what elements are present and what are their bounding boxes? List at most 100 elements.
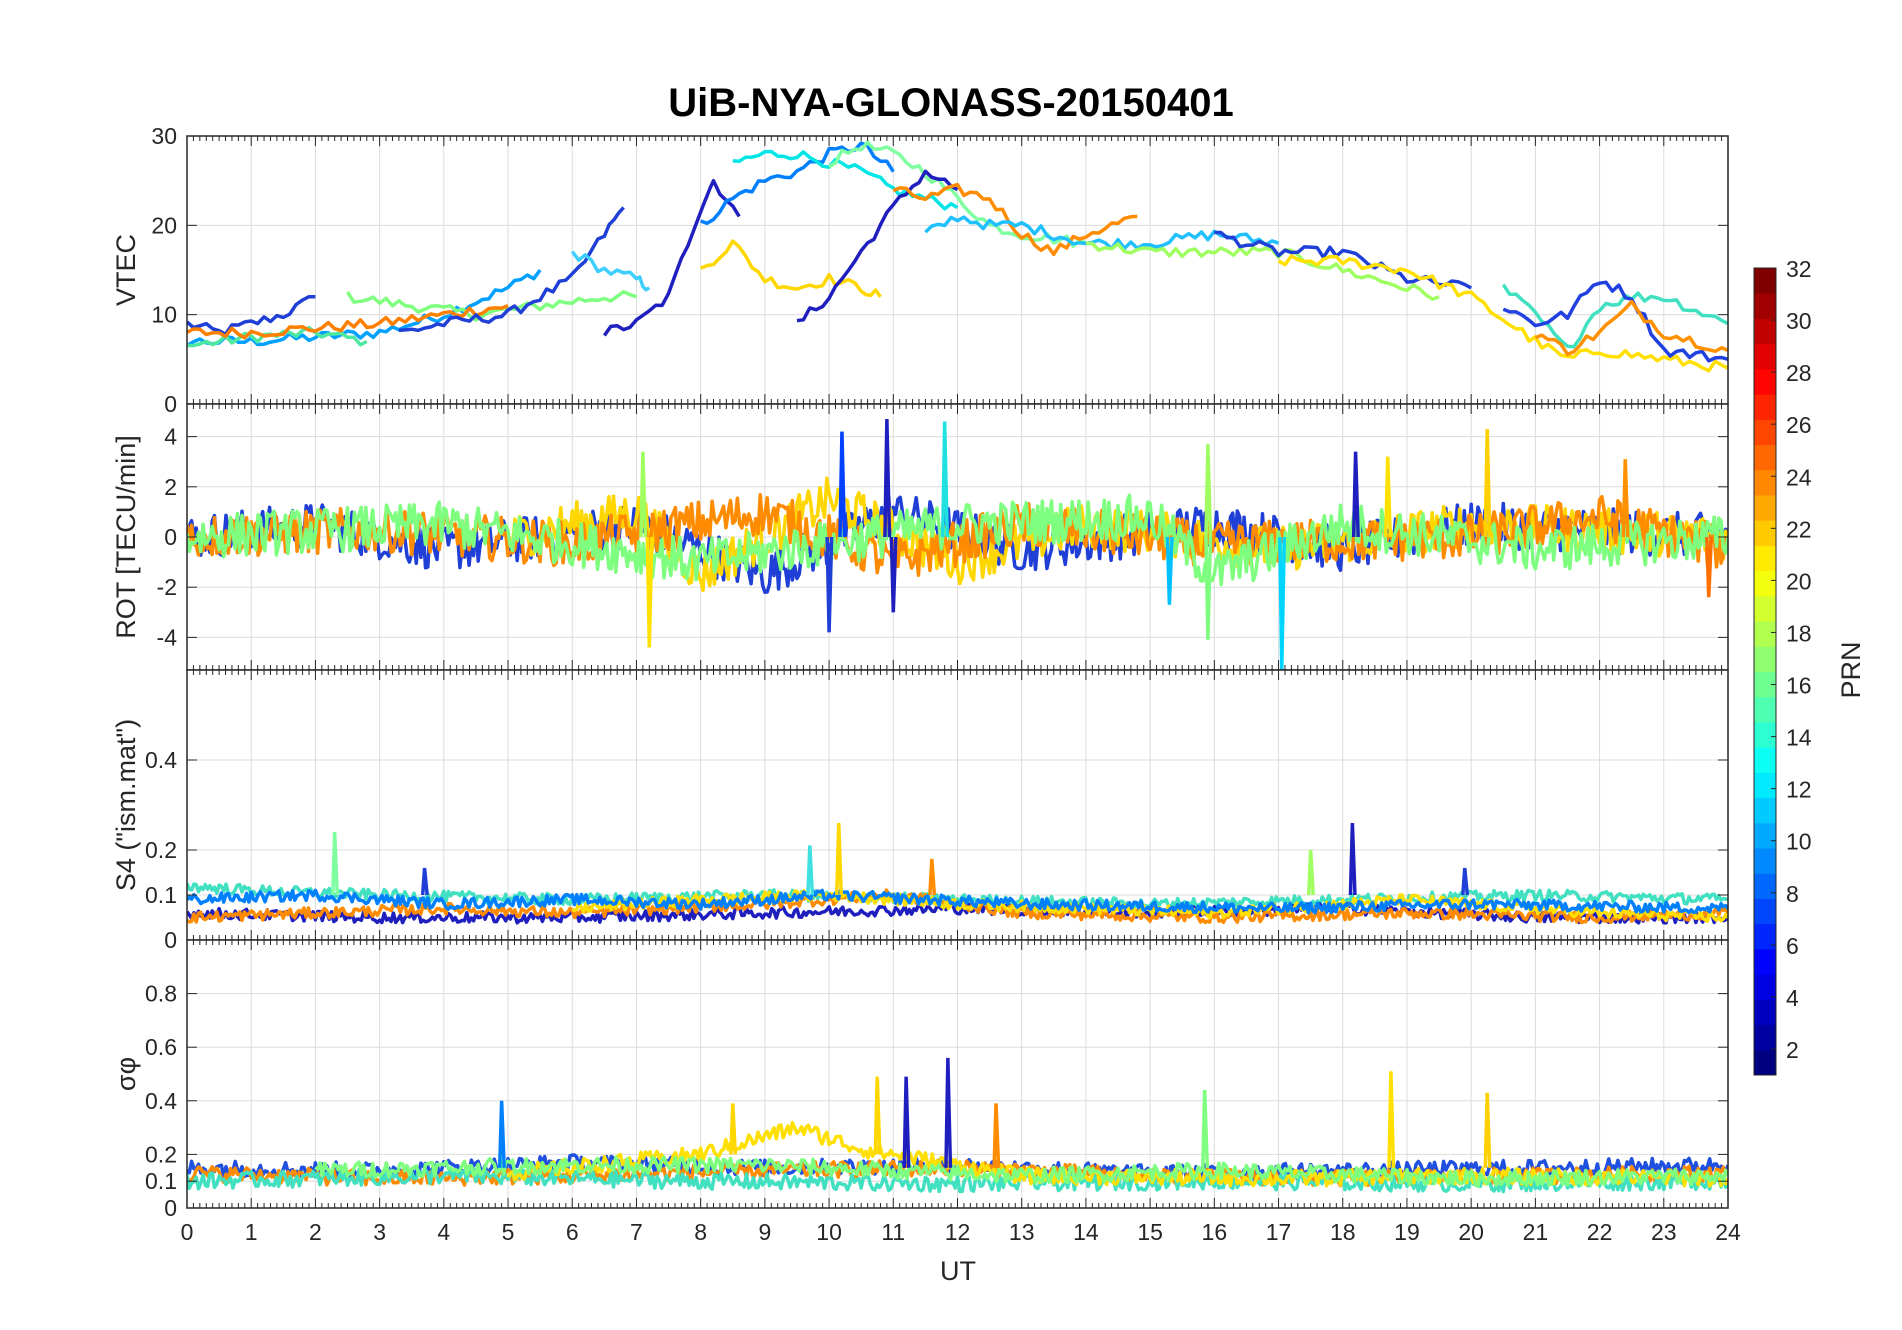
colorbar-tick-label: 6 bbox=[1786, 933, 1799, 959]
colorbar-segment bbox=[1754, 545, 1776, 572]
colorbar-tick-label: 30 bbox=[1786, 308, 1812, 334]
colorbar-segment bbox=[1754, 898, 1776, 925]
y-tick-label: 0.1 bbox=[145, 1168, 177, 1194]
colorbar-segment bbox=[1754, 394, 1776, 420]
y-tick-label: 0 bbox=[164, 927, 177, 953]
colorbar-segment bbox=[1754, 343, 1776, 370]
spike-mark bbox=[1387, 1071, 1396, 1168]
x-tick-label: 18 bbox=[1330, 1219, 1356, 1245]
spike-mark bbox=[835, 822, 844, 896]
y-tick-label: 2 bbox=[164, 474, 177, 500]
panel-s4: 0 0.1 0.2 0.4S4 ("ism.mat") bbox=[111, 669, 1729, 953]
y-tick-label: 0.1 bbox=[145, 882, 177, 908]
spike-mark bbox=[873, 1076, 882, 1155]
spike-mark bbox=[1348, 822, 1357, 896]
series-line bbox=[732, 149, 959, 211]
series-line bbox=[346, 290, 638, 322]
panel-vtec: 0 10 20 30 VTEC bbox=[111, 123, 1729, 417]
x-tick-label: 8 bbox=[694, 1219, 707, 1245]
spike-mark bbox=[1278, 536, 1287, 670]
y-tick-label: 0 bbox=[164, 391, 177, 417]
series-line bbox=[892, 182, 1138, 257]
y-tick-label: 0.4 bbox=[145, 1088, 177, 1114]
y-tick-label: 20 bbox=[151, 212, 177, 238]
colorbar-tick-label: 12 bbox=[1786, 777, 1812, 803]
series-line bbox=[187, 888, 1728, 915]
colorbar-segment bbox=[1754, 621, 1776, 647]
series-line bbox=[1534, 299, 1728, 357]
x-tick-label: 4 bbox=[437, 1219, 450, 1245]
colorbar-segment bbox=[1754, 747, 1776, 773]
x-tick-label: 23 bbox=[1651, 1219, 1677, 1245]
colorbar-frame bbox=[1753, 267, 1777, 1076]
series-line bbox=[1085, 241, 1440, 301]
colorbar-tick-label: 16 bbox=[1786, 673, 1812, 699]
colorbar-segment bbox=[1754, 520, 1776, 546]
spike-mark bbox=[1204, 444, 1213, 538]
colorbar-tick-label: 22 bbox=[1786, 516, 1812, 542]
colorbar-tick-label: 18 bbox=[1786, 620, 1812, 646]
spike-mark bbox=[825, 536, 834, 633]
colorbar-segment bbox=[1754, 848, 1776, 874]
spike-mark bbox=[420, 867, 429, 896]
spike-mark bbox=[729, 1103, 738, 1155]
series-line bbox=[187, 493, 1728, 587]
series-layer bbox=[187, 1057, 1728, 1194]
spike-mark bbox=[1461, 867, 1470, 896]
spike-mark bbox=[889, 536, 898, 613]
colorbar-segment bbox=[1754, 368, 1776, 395]
x-tick-label: 16 bbox=[1202, 1219, 1228, 1245]
x-tick-label: 5 bbox=[502, 1219, 515, 1245]
y-tick-label: 0.8 bbox=[145, 981, 177, 1007]
series-line bbox=[187, 268, 542, 348]
colorbar-tick-label: 28 bbox=[1786, 360, 1812, 386]
colorbar-label: PRN bbox=[1836, 641, 1866, 698]
series-line bbox=[700, 141, 895, 226]
series-line bbox=[602, 178, 741, 337]
y-tick-label: 0 bbox=[164, 524, 177, 550]
panel-sigma: 00.10.2 0.4 0.6 0.8 σφ bbox=[111, 939, 1729, 1221]
colorbar-segment bbox=[1754, 494, 1776, 521]
spike-mark bbox=[1204, 536, 1213, 640]
series-line bbox=[187, 304, 509, 340]
colorbar-segment bbox=[1754, 570, 1776, 597]
spike-mark bbox=[1483, 1092, 1492, 1168]
spike-mark bbox=[1201, 1090, 1210, 1168]
colorbar-segment bbox=[1754, 696, 1776, 723]
colorbar-segment bbox=[1754, 923, 1776, 950]
spike-mark bbox=[1483, 429, 1492, 538]
x-tick-labels: 0 1 2 3 4 5 6 7 8 9 10 11 12 13 14 15 16 17 18 19 20 21 22 23 24 bbox=[181, 1219, 1741, 1245]
colorbar-segment bbox=[1754, 469, 1776, 496]
colorbar-segment bbox=[1754, 948, 1776, 975]
colorbar-tick-label: 26 bbox=[1786, 412, 1812, 438]
x-tick-label: 15 bbox=[1137, 1219, 1163, 1245]
y-tick-label: -4 bbox=[157, 624, 178, 650]
x-tick-label: 17 bbox=[1266, 1219, 1292, 1245]
spike-mark bbox=[1165, 536, 1174, 605]
spike-mark bbox=[331, 831, 339, 896]
series-line bbox=[796, 169, 959, 323]
y-tick-label: 0 bbox=[164, 1195, 177, 1221]
series-line bbox=[1502, 280, 1728, 363]
colorbar-tick-label: 10 bbox=[1786, 829, 1812, 855]
colorbar-segment bbox=[1754, 646, 1776, 672]
spike-mark bbox=[838, 431, 847, 538]
y-tick-label: 30 bbox=[151, 123, 177, 149]
panel-rot: -4 -2 0 2 4 ROT [TECU/min] bbox=[111, 403, 1729, 671]
x-tick-label: 20 bbox=[1458, 1219, 1484, 1245]
series-line bbox=[828, 140, 1087, 248]
x-tick-label: 6 bbox=[566, 1219, 579, 1245]
series-line bbox=[1277, 254, 1728, 373]
spike-mark bbox=[806, 845, 815, 896]
x-tick-label: 24 bbox=[1715, 1219, 1741, 1245]
x-tick-label: 21 bbox=[1523, 1219, 1549, 1245]
series-line bbox=[700, 239, 882, 298]
spike-mark bbox=[639, 451, 648, 538]
y-tick-label: -2 bbox=[157, 574, 177, 600]
y-tick-label: 4 bbox=[164, 424, 177, 450]
spike-mark bbox=[1705, 536, 1714, 598]
x-tick-label: 2 bbox=[309, 1219, 322, 1245]
chart-title: UiB-NYA-GLONASS-20150401 bbox=[668, 81, 1233, 125]
y-tick-label: 0.6 bbox=[145, 1034, 177, 1060]
spike-mark bbox=[992, 1103, 1001, 1168]
